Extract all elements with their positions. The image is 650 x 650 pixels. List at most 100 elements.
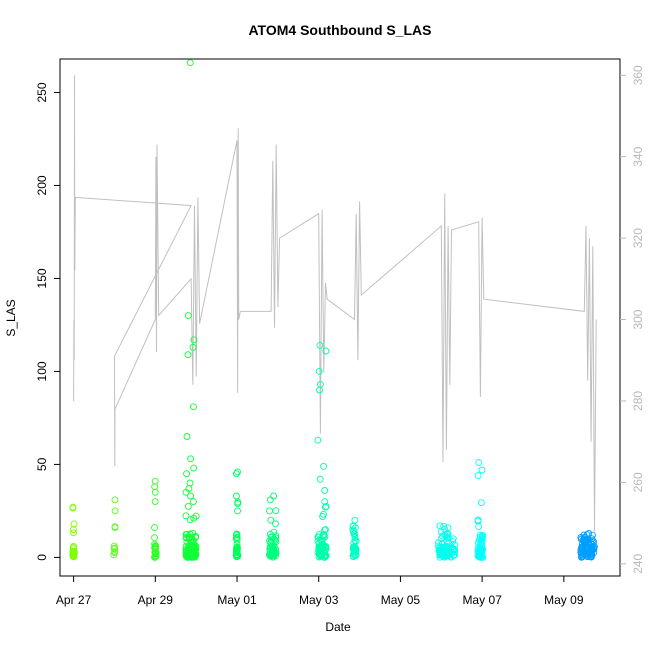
data-point-9 <box>478 542 486 550</box>
data-point-8 <box>435 539 442 547</box>
data-point-10 <box>577 549 585 556</box>
data-point-6 <box>318 543 326 551</box>
data-point-8 <box>440 522 448 530</box>
data-point-5 <box>266 537 274 545</box>
data-point-3 <box>182 512 190 520</box>
x-tick-label: May 01 <box>217 593 257 607</box>
plot-frame <box>59 58 621 577</box>
data-point-3 <box>191 540 198 548</box>
data-point-3 <box>190 464 198 472</box>
data-point-5 <box>270 551 278 558</box>
data-point-8 <box>450 552 458 560</box>
data-point-2 <box>151 477 159 485</box>
data-point-6 <box>316 475 324 483</box>
data-point-3 <box>185 534 193 542</box>
x-tick-label: Apr 27 <box>56 593 92 607</box>
data-point-6 <box>321 487 329 494</box>
data-point-7 <box>350 544 358 552</box>
data-point-4 <box>234 468 241 476</box>
y2-tick-label: 340 <box>631 146 645 166</box>
data-point-8 <box>436 551 444 559</box>
data-point-3 <box>184 351 192 359</box>
data-point-8 <box>444 544 452 552</box>
data-point-6 <box>322 526 329 534</box>
axes: Apr 27 Apr 29 May 01 May 03 May 05 May 07 May … <box>35 65 645 607</box>
data-point-6 <box>316 552 324 560</box>
data-point-2 <box>151 524 158 532</box>
data-point-9 <box>478 553 486 561</box>
data-point-3 <box>188 548 196 556</box>
data-point-6 <box>322 347 330 355</box>
data-point-4 <box>232 470 240 478</box>
x-tick-label: May 09 <box>544 593 584 607</box>
data-point-0 <box>70 542 77 550</box>
y-tick-label: 0 <box>35 554 49 561</box>
data-point-6 <box>315 367 323 375</box>
data-point-1 <box>110 545 118 553</box>
data-point-5 <box>266 507 273 515</box>
data-point-8 <box>436 522 444 530</box>
y2-tick-label: 300 <box>631 309 645 329</box>
data-point-3 <box>187 492 195 500</box>
data-point-0 <box>70 550 78 558</box>
y2-tick-label: 240 <box>631 553 645 573</box>
data-point-9 <box>477 499 485 507</box>
data-point-6 <box>314 436 322 444</box>
data-point-8 <box>444 529 452 537</box>
data-point-4 <box>233 536 241 544</box>
data-point-9 <box>475 523 483 531</box>
data-point-10 <box>581 550 589 558</box>
x-tick-label: May 03 <box>299 593 339 607</box>
data-point-6 <box>320 510 327 518</box>
y-tick-label: 100 <box>35 361 49 381</box>
data-point-4 <box>234 507 241 515</box>
y2-tick-label: 260 <box>631 472 645 492</box>
series-line <box>73 75 597 532</box>
y2-tick-label: 320 <box>631 228 645 248</box>
y2-tick-label: 360 <box>631 65 645 85</box>
y-tick-label: 200 <box>35 175 49 195</box>
data-point-3 <box>189 343 197 351</box>
x-tick-label: May 07 <box>462 593 502 607</box>
data-point-3 <box>182 488 190 496</box>
data-point-6 <box>315 544 323 552</box>
data-point-4 <box>232 535 240 543</box>
x-tick-label: Apr 29 <box>138 593 174 607</box>
data-point-4 <box>234 551 242 559</box>
data-point-3 <box>187 455 195 463</box>
y2-tick-label: 280 <box>631 391 645 411</box>
data-point-7 <box>349 522 357 530</box>
data-point-7 <box>349 545 357 553</box>
data-point-0 <box>70 520 78 528</box>
y-tick-label: 250 <box>35 82 49 102</box>
data-point-1 <box>111 507 119 515</box>
data-point-3 <box>183 470 191 478</box>
chart-title: ATOM4 Southbound S_LAS <box>248 22 431 38</box>
data-point-5 <box>267 516 275 524</box>
data-point-6 <box>316 386 324 394</box>
y-tick-label: 150 <box>35 268 49 288</box>
y-axis-label: S_LAS <box>4 299 18 336</box>
data-point-4 <box>233 540 241 548</box>
data-point-10 <box>585 550 593 557</box>
data-point-2 <box>151 542 159 550</box>
data-point-6 <box>316 341 324 349</box>
data-point-9 <box>474 516 482 524</box>
data-point-1 <box>111 523 119 531</box>
data-point-6 <box>319 531 327 539</box>
data-point-9 <box>475 459 483 467</box>
data-point-3 <box>186 516 194 524</box>
data-point-3 <box>184 312 192 320</box>
point-series <box>69 59 598 561</box>
data-point-3 <box>186 479 194 487</box>
data-point-9 <box>476 551 484 559</box>
data-point-10 <box>590 538 598 546</box>
data-point-3 <box>186 59 194 67</box>
line-series <box>73 75 597 532</box>
data-point-9 <box>475 548 483 555</box>
data-point-5 <box>272 520 279 528</box>
data-point-2 <box>152 552 160 560</box>
data-point-2 <box>151 534 159 542</box>
data-point-6 <box>320 462 328 470</box>
data-point-6 <box>321 503 329 511</box>
